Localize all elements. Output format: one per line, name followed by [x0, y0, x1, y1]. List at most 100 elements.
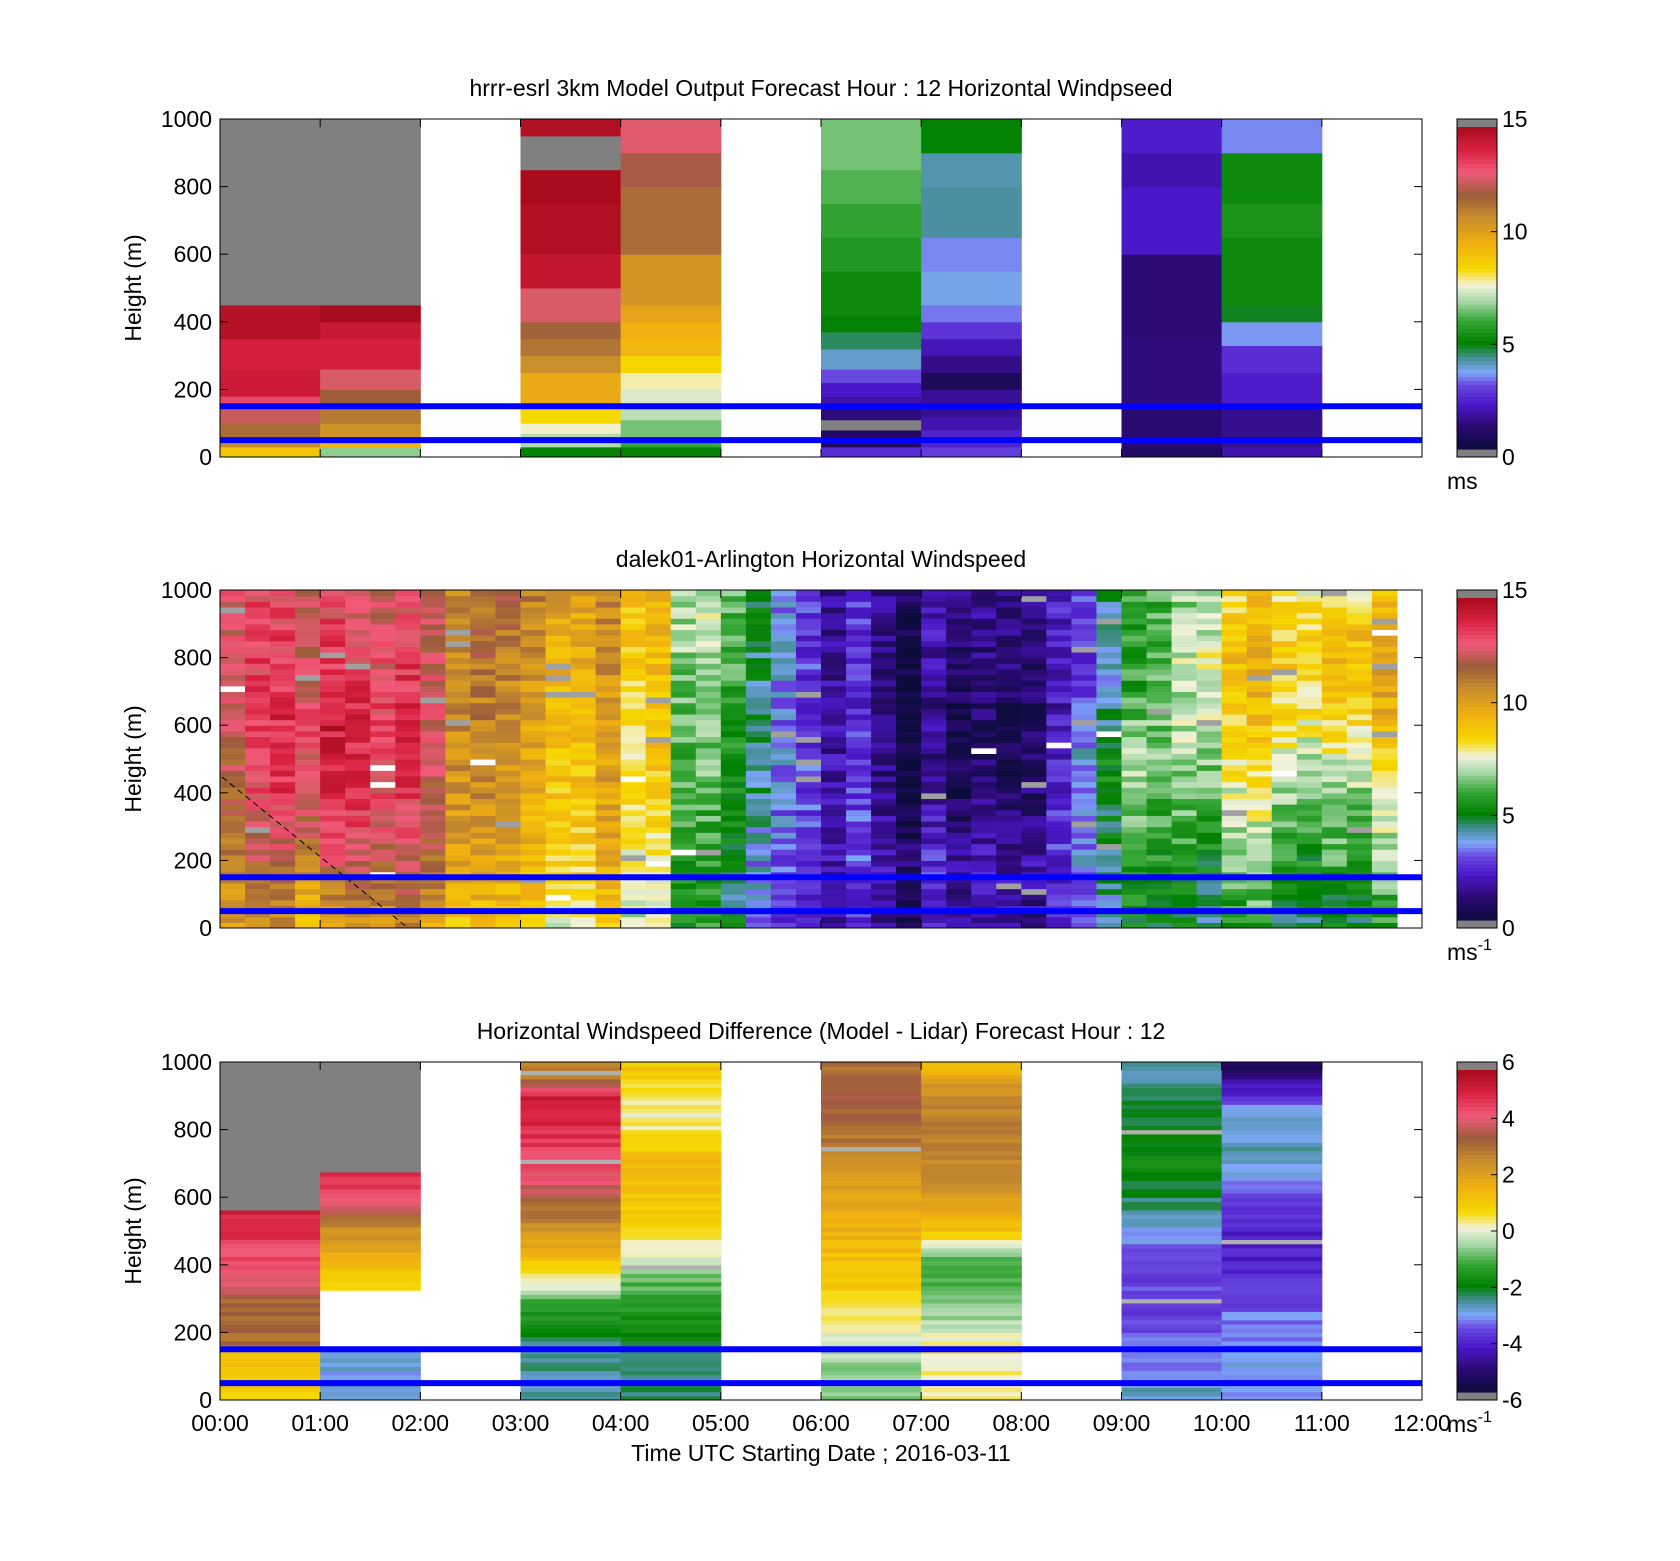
heatmap-cell — [645, 668, 672, 676]
heatmap-cell — [1321, 911, 1348, 918]
panel-lidar: dalek01-Arlington Horizontal Windspeed H… — [120, 546, 1528, 965]
heatmap-cell — [595, 702, 622, 709]
heatmap-cell — [320, 1395, 421, 1400]
heatmap-cell — [1221, 1315, 1323, 1321]
heatmap-cell — [420, 708, 446, 715]
heatmap-cell — [1071, 809, 1098, 816]
heatmap-cell — [445, 792, 472, 800]
heatmap-cell — [495, 798, 522, 805]
heatmap-cell — [1146, 736, 1173, 743]
heatmap-cell — [795, 623, 822, 631]
heatmap-cell — [645, 719, 672, 726]
heatmap-cell — [1096, 651, 1123, 659]
heatmap-cell — [946, 685, 972, 692]
heatmap-cell — [370, 837, 396, 845]
heatmap-cell — [495, 697, 522, 704]
heatmap-cell — [770, 798, 797, 805]
heatmap-cell — [345, 775, 371, 783]
heatmap-cell — [871, 612, 897, 619]
heatmap-cell — [1371, 646, 1398, 653]
heatmap-cell — [1321, 753, 1348, 760]
heatmap-cell — [871, 680, 897, 687]
heatmap-cell — [1321, 590, 1348, 597]
colorbar-tick-label: 2 — [1502, 1162, 1515, 1188]
heatmap-cell — [1346, 911, 1373, 918]
heatmap-cell — [620, 635, 647, 642]
heatmap-cell — [921, 1184, 1022, 1190]
heatmap-cell — [570, 894, 597, 901]
heatmap-cell — [1221, 725, 1248, 732]
heatmap-cell — [1221, 1100, 1323, 1105]
heatmap-cell — [770, 753, 797, 760]
heatmap-cell — [921, 916, 947, 923]
heatmap-cell — [520, 1277, 622, 1283]
heatmap-cell — [320, 612, 346, 619]
heatmap-cell — [1246, 601, 1273, 608]
heatmap-cell — [220, 798, 246, 805]
heatmap-cell — [1071, 860, 1098, 867]
heatmap-cell — [821, 1361, 922, 1367]
heatmap-cell — [1121, 674, 1148, 681]
heatmap-cell — [620, 186, 722, 255]
heatmap-cell — [245, 866, 271, 873]
heatmap-cell — [1121, 1366, 1223, 1372]
heatmap-cell — [545, 820, 572, 828]
heatmap-cell — [996, 877, 1022, 884]
heatmap-cell — [595, 759, 622, 766]
heatmap-cell — [745, 742, 772, 749]
heatmap-cell — [921, 1197, 1022, 1203]
heatmap-cell — [1271, 832, 1298, 839]
heatmap-cell — [1146, 730, 1173, 738]
heatmap-cell — [595, 668, 622, 676]
colorbar-segment — [1457, 811, 1497, 816]
colorbar-segment — [1457, 1307, 1497, 1313]
heatmap-cell — [1346, 635, 1373, 642]
heatmap-cell — [821, 1298, 922, 1304]
heatmap-cell — [1371, 730, 1398, 738]
heatmap-cell — [270, 809, 296, 816]
heatmap-cell — [495, 612, 522, 619]
heatmap-cell — [620, 419, 722, 438]
heatmap-cell — [695, 651, 722, 659]
heatmap-cell — [645, 764, 672, 771]
heatmap-cell — [1271, 691, 1298, 698]
heatmap-cell — [495, 702, 522, 709]
heatmap-cell — [1121, 651, 1148, 659]
colorbar-segment — [1457, 606, 1497, 611]
heatmap-cell — [1021, 899, 1047, 907]
heatmap-cell — [370, 894, 396, 901]
heatmap-cell — [320, 1074, 421, 1080]
colorbar-segment — [1457, 1078, 1497, 1083]
heatmap-cell — [220, 702, 246, 709]
colorbar-segment — [1457, 1343, 1497, 1349]
heatmap-cell — [570, 719, 597, 726]
heatmap-cell — [370, 877, 396, 884]
heatmap-cell — [1146, 685, 1173, 692]
heatmap-cell — [971, 674, 997, 681]
heatmap-cell — [1221, 747, 1248, 754]
heatmap-cell — [370, 747, 396, 754]
heatmap-cell — [445, 651, 472, 659]
heatmap-cell — [220, 1066, 321, 1072]
colorbar-unit-superscript: -1 — [1478, 937, 1492, 954]
heatmap-cell — [795, 866, 822, 873]
heatmap-cell — [921, 747, 947, 754]
heatmap-cell — [395, 843, 421, 850]
heatmap-cell — [670, 775, 697, 783]
heatmap-cell — [896, 635, 922, 642]
heatmap-cell — [470, 635, 497, 642]
heatmap-cell — [996, 674, 1022, 681]
heatmap-cell — [645, 725, 672, 732]
heatmap-cell — [1371, 674, 1398, 681]
heatmap-cell — [395, 618, 421, 625]
heatmap-cell — [1271, 843, 1298, 850]
heatmap-cell — [745, 747, 772, 754]
heatmap-cell — [320, 843, 346, 850]
heatmap-cell — [220, 719, 246, 726]
heatmap-cell — [520, 1273, 622, 1279]
heatmap-cell — [320, 1328, 421, 1333]
heatmap-cell — [695, 804, 722, 811]
heatmap-cell — [295, 911, 321, 918]
colorbar-segment — [1457, 1279, 1497, 1284]
heatmap-cell — [1221, 1214, 1323, 1219]
